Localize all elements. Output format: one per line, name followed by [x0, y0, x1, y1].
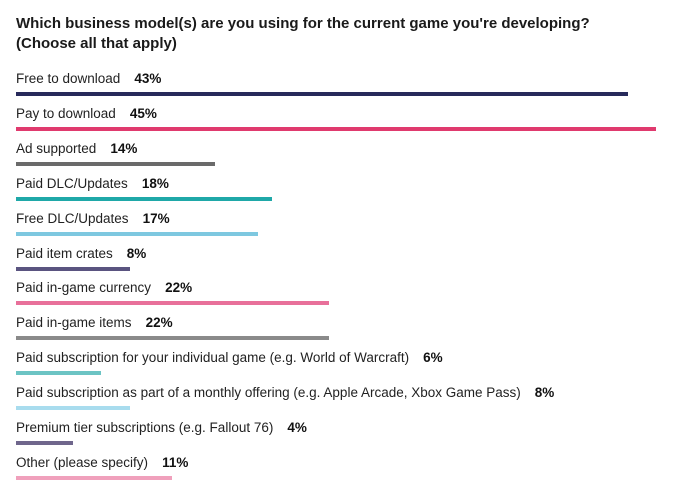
bar-row: Free to download 43%: [16, 70, 661, 102]
value-label: 22%: [145, 315, 173, 331]
bar-row: Paid item crates 8%: [16, 245, 661, 277]
bar-row: Paid subscription as part of a monthly o…: [16, 384, 661, 416]
bar-label-line: Paid item crates 8%: [16, 245, 146, 263]
bar: [16, 406, 130, 411]
value-label: 22%: [165, 280, 193, 296]
value-label: 45%: [129, 105, 157, 121]
bar-label-line: Paid subscription as part of a monthly o…: [16, 384, 554, 402]
bar-row: Pay to download 45%: [16, 105, 661, 137]
value-label: 11%: [162, 454, 189, 470]
bar-label-line: Paid in-game items 22%: [16, 314, 173, 332]
bar-label-line: Free to download 43%: [16, 70, 161, 88]
category-label: Paid item crates: [16, 245, 113, 261]
bar-label-line: Pay to download 45%: [16, 105, 157, 123]
category-label: Free DLC/Updates: [16, 210, 129, 226]
bar-row: Paid in-game items 22%: [16, 314, 661, 346]
bar-label-line: Free DLC/Updates 17%: [16, 210, 170, 228]
value-label: 8%: [534, 385, 555, 401]
value-label: 8%: [126, 245, 147, 261]
bar: [16, 301, 329, 306]
bar-row: Premium tier subscriptions (e.g. Fallout…: [16, 419, 661, 451]
bar-row: Paid DLC/Updates 18%: [16, 175, 661, 207]
value-label: 6%: [423, 350, 443, 366]
bar-row: Paid in-game currency 22%: [16, 279, 661, 311]
value-label: 43%: [134, 71, 162, 86]
value-label: 14%: [110, 140, 138, 156]
value-label: 4%: [287, 420, 307, 435]
chart-title-line-2: (Choose all that apply): [16, 35, 177, 52]
bar: [16, 371, 102, 376]
bar: [16, 231, 258, 236]
bar: [16, 126, 656, 131]
category-label: Premium tier subscriptions (e.g. Fallout…: [16, 420, 274, 435]
bar-row: Ad supported 14%: [16, 140, 661, 172]
bar-row: Free DLC/Updates 17%: [16, 210, 661, 242]
bar-label-line: Paid subscription for your individual ga…: [16, 349, 443, 367]
bar-label-line: Paid DLC/Updates 18%: [16, 175, 169, 193]
chart-title: Which business model(s) are you using fo…: [16, 14, 656, 54]
bar-label-line: Premium tier subscriptions (e.g. Fallout…: [16, 419, 307, 437]
bar: [16, 336, 329, 341]
category-label: Paid subscription for your individual ga…: [16, 350, 410, 366]
category-label: Paid DLC/Updates: [16, 175, 128, 191]
bar-row: Paid subscription for your individual ga…: [16, 349, 661, 381]
bar: [16, 441, 73, 445]
category-label: Ad supported: [16, 140, 97, 156]
category-label: Paid subscription as part of a monthly o…: [16, 385, 521, 401]
category-label: Pay to download: [16, 105, 116, 121]
bar: [16, 266, 130, 271]
category-label: Free to download: [16, 71, 121, 86]
category-label: Other (please specify): [16, 454, 149, 470]
bar-row: Other (please specify) 11%: [16, 454, 661, 486]
bar: [16, 475, 173, 480]
bar: [16, 196, 272, 201]
bar-label-line: Paid in-game currency 22%: [16, 279, 192, 297]
bar-label-line: Other (please specify) 11%: [16, 454, 188, 472]
bar: [16, 92, 628, 96]
chart-title-line-1: Which business model(s) are you using fo…: [16, 15, 590, 32]
bar: [16, 161, 216, 166]
bar-label-line: Ad supported 14%: [16, 140, 137, 158]
category-label: Paid in-game items: [16, 315, 132, 331]
category-label: Paid in-game currency: [16, 280, 152, 296]
value-label: 17%: [142, 210, 170, 226]
value-label: 18%: [141, 175, 169, 191]
